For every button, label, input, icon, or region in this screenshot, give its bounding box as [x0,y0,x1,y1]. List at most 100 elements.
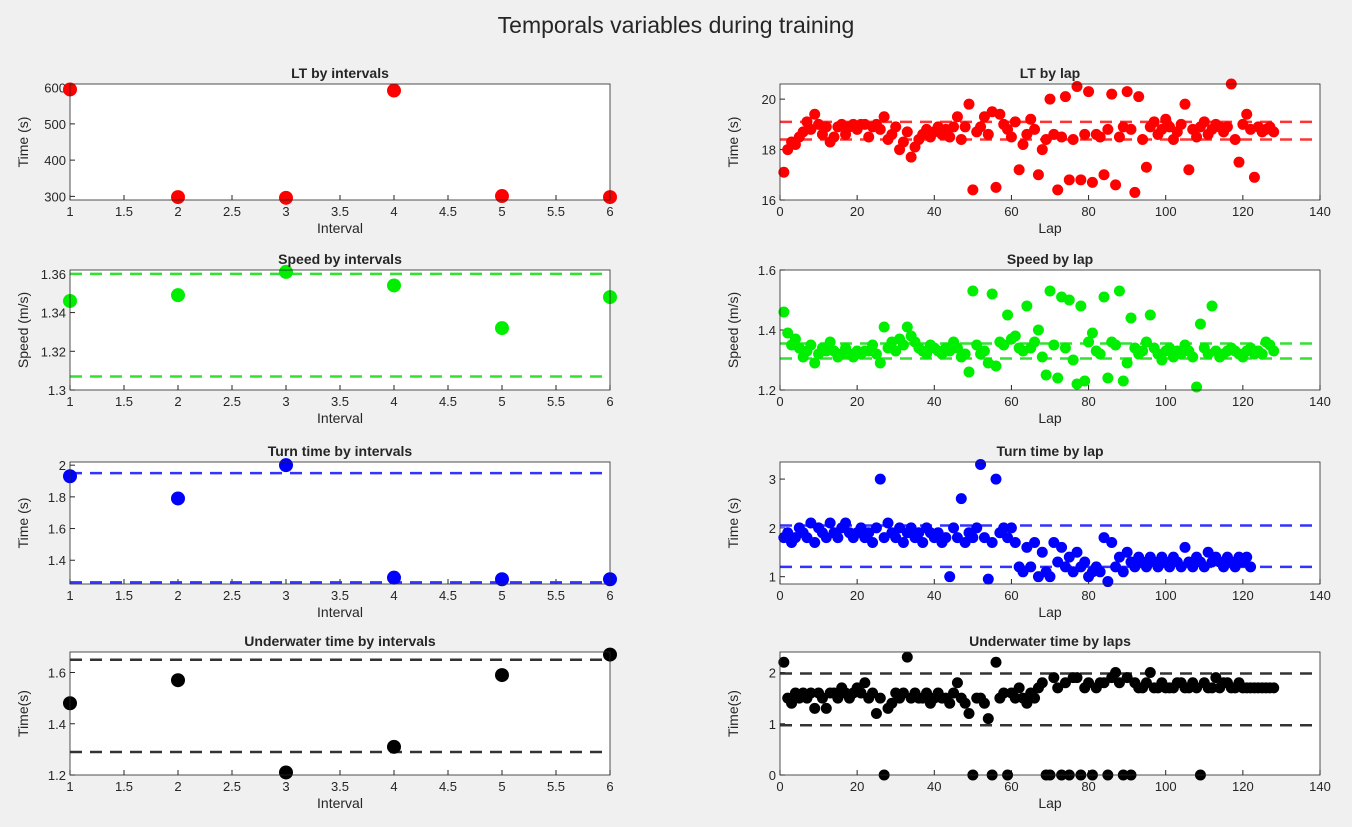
data-point [1021,697,1033,709]
data-point [882,517,894,529]
data-point [874,473,886,485]
plot-area [70,84,610,200]
data-point [1036,677,1048,689]
data-point [1009,330,1021,342]
y-axis-label: Time(s) [725,690,741,737]
data-point [816,692,828,704]
data-point [948,121,960,133]
data-point [1029,123,1041,135]
data-point [1048,672,1060,684]
y-tick-label: 3 [769,472,776,487]
data-point [901,321,913,333]
data-point [971,522,983,534]
data-point [1036,351,1048,363]
y-tick-label: 1.4 [48,553,66,568]
data-point [905,151,917,163]
x-tick-label: 5.5 [547,588,565,603]
x-tick-label: 80 [1081,588,1095,603]
data-point [1032,169,1044,181]
data-point [1040,369,1052,381]
data-point [832,692,844,704]
data-point [990,656,1002,668]
x-tick-label: 3.5 [331,204,349,219]
x-tick-label: 140 [1309,779,1331,794]
x-tick-label: 40 [927,779,941,794]
y-tick-label: 1 [769,717,776,732]
data-point [859,677,871,689]
data-point [944,571,956,583]
data-point [1187,351,1199,363]
plot-area [70,270,610,390]
data-point [1044,571,1056,583]
data-point [840,517,852,529]
data-point [971,339,983,351]
data-point [1036,546,1048,558]
y-axis-label: Time (s) [15,117,31,168]
x-tick-label: 80 [1081,204,1095,219]
x-tick-label: 0 [776,779,783,794]
data-point [1248,171,1260,183]
data-point [1067,133,1079,145]
data-point [1094,348,1106,360]
data-point [1063,294,1075,306]
data-point [921,348,933,360]
data-point [820,345,832,357]
x-tick-label: 6 [606,204,613,219]
data-point [1106,537,1118,549]
data-point [1102,576,1114,588]
data-point [944,697,956,709]
data-point [805,339,817,351]
data-point [1029,537,1041,549]
data-point [820,702,832,714]
data-point [495,189,509,204]
data-point [978,345,990,357]
y-tick-label: 1.6 [758,263,776,278]
x-tick-label: 4.5 [439,394,457,409]
data-point [998,522,1010,534]
data-point [1071,546,1083,558]
data-point [782,327,794,339]
data-point [955,133,967,145]
data-point [878,111,890,123]
data-point [495,321,509,336]
data-point [1268,126,1280,138]
y-tick-label: 0 [769,768,776,783]
data-point [1009,537,1021,549]
data-point [874,123,886,135]
x-tick-label: 0 [776,394,783,409]
y-tick-label: 500 [44,117,66,132]
data-point [986,288,998,300]
data-point [1056,541,1068,553]
data-point [870,708,882,719]
data-point [948,687,960,699]
x-tick-label: 5 [498,588,505,603]
data-point [1036,144,1048,156]
data-point [279,190,293,205]
data-point [959,348,971,360]
x-tick-label: 60 [1004,204,1018,219]
data-point [1056,131,1068,143]
data-point [1009,116,1021,128]
data-point [951,342,963,354]
data-point [1121,546,1133,558]
x-tick-label: 0 [776,588,783,603]
data-point [897,687,909,699]
chart-8: 0 20 40 60 80 100 120 140 0 1 2 Underwater time by … [725,633,1331,811]
data-point [1052,682,1064,694]
y-tick-label: 1.4 [758,323,776,338]
chart-2: 0 20 40 60 80 100 120 140 16 18 20 LT by lap Lap Time… [725,65,1331,236]
x-axis-label: Interval [317,795,363,811]
x-tick-label: 120 [1232,394,1254,409]
y-tick-label: 300 [44,189,66,204]
data-point [1079,128,1091,140]
data-point [1245,561,1257,573]
x-tick-label: 5.5 [547,204,565,219]
x-tick-label: 1.5 [115,588,133,603]
x-axis-label: Lap [1038,604,1062,620]
data-point [1086,327,1098,339]
data-point [990,360,1002,372]
data-point [1191,682,1203,694]
data-point [1052,372,1064,384]
x-tick-label: 140 [1309,588,1331,603]
y-tick-label: 1.3 [48,383,66,398]
